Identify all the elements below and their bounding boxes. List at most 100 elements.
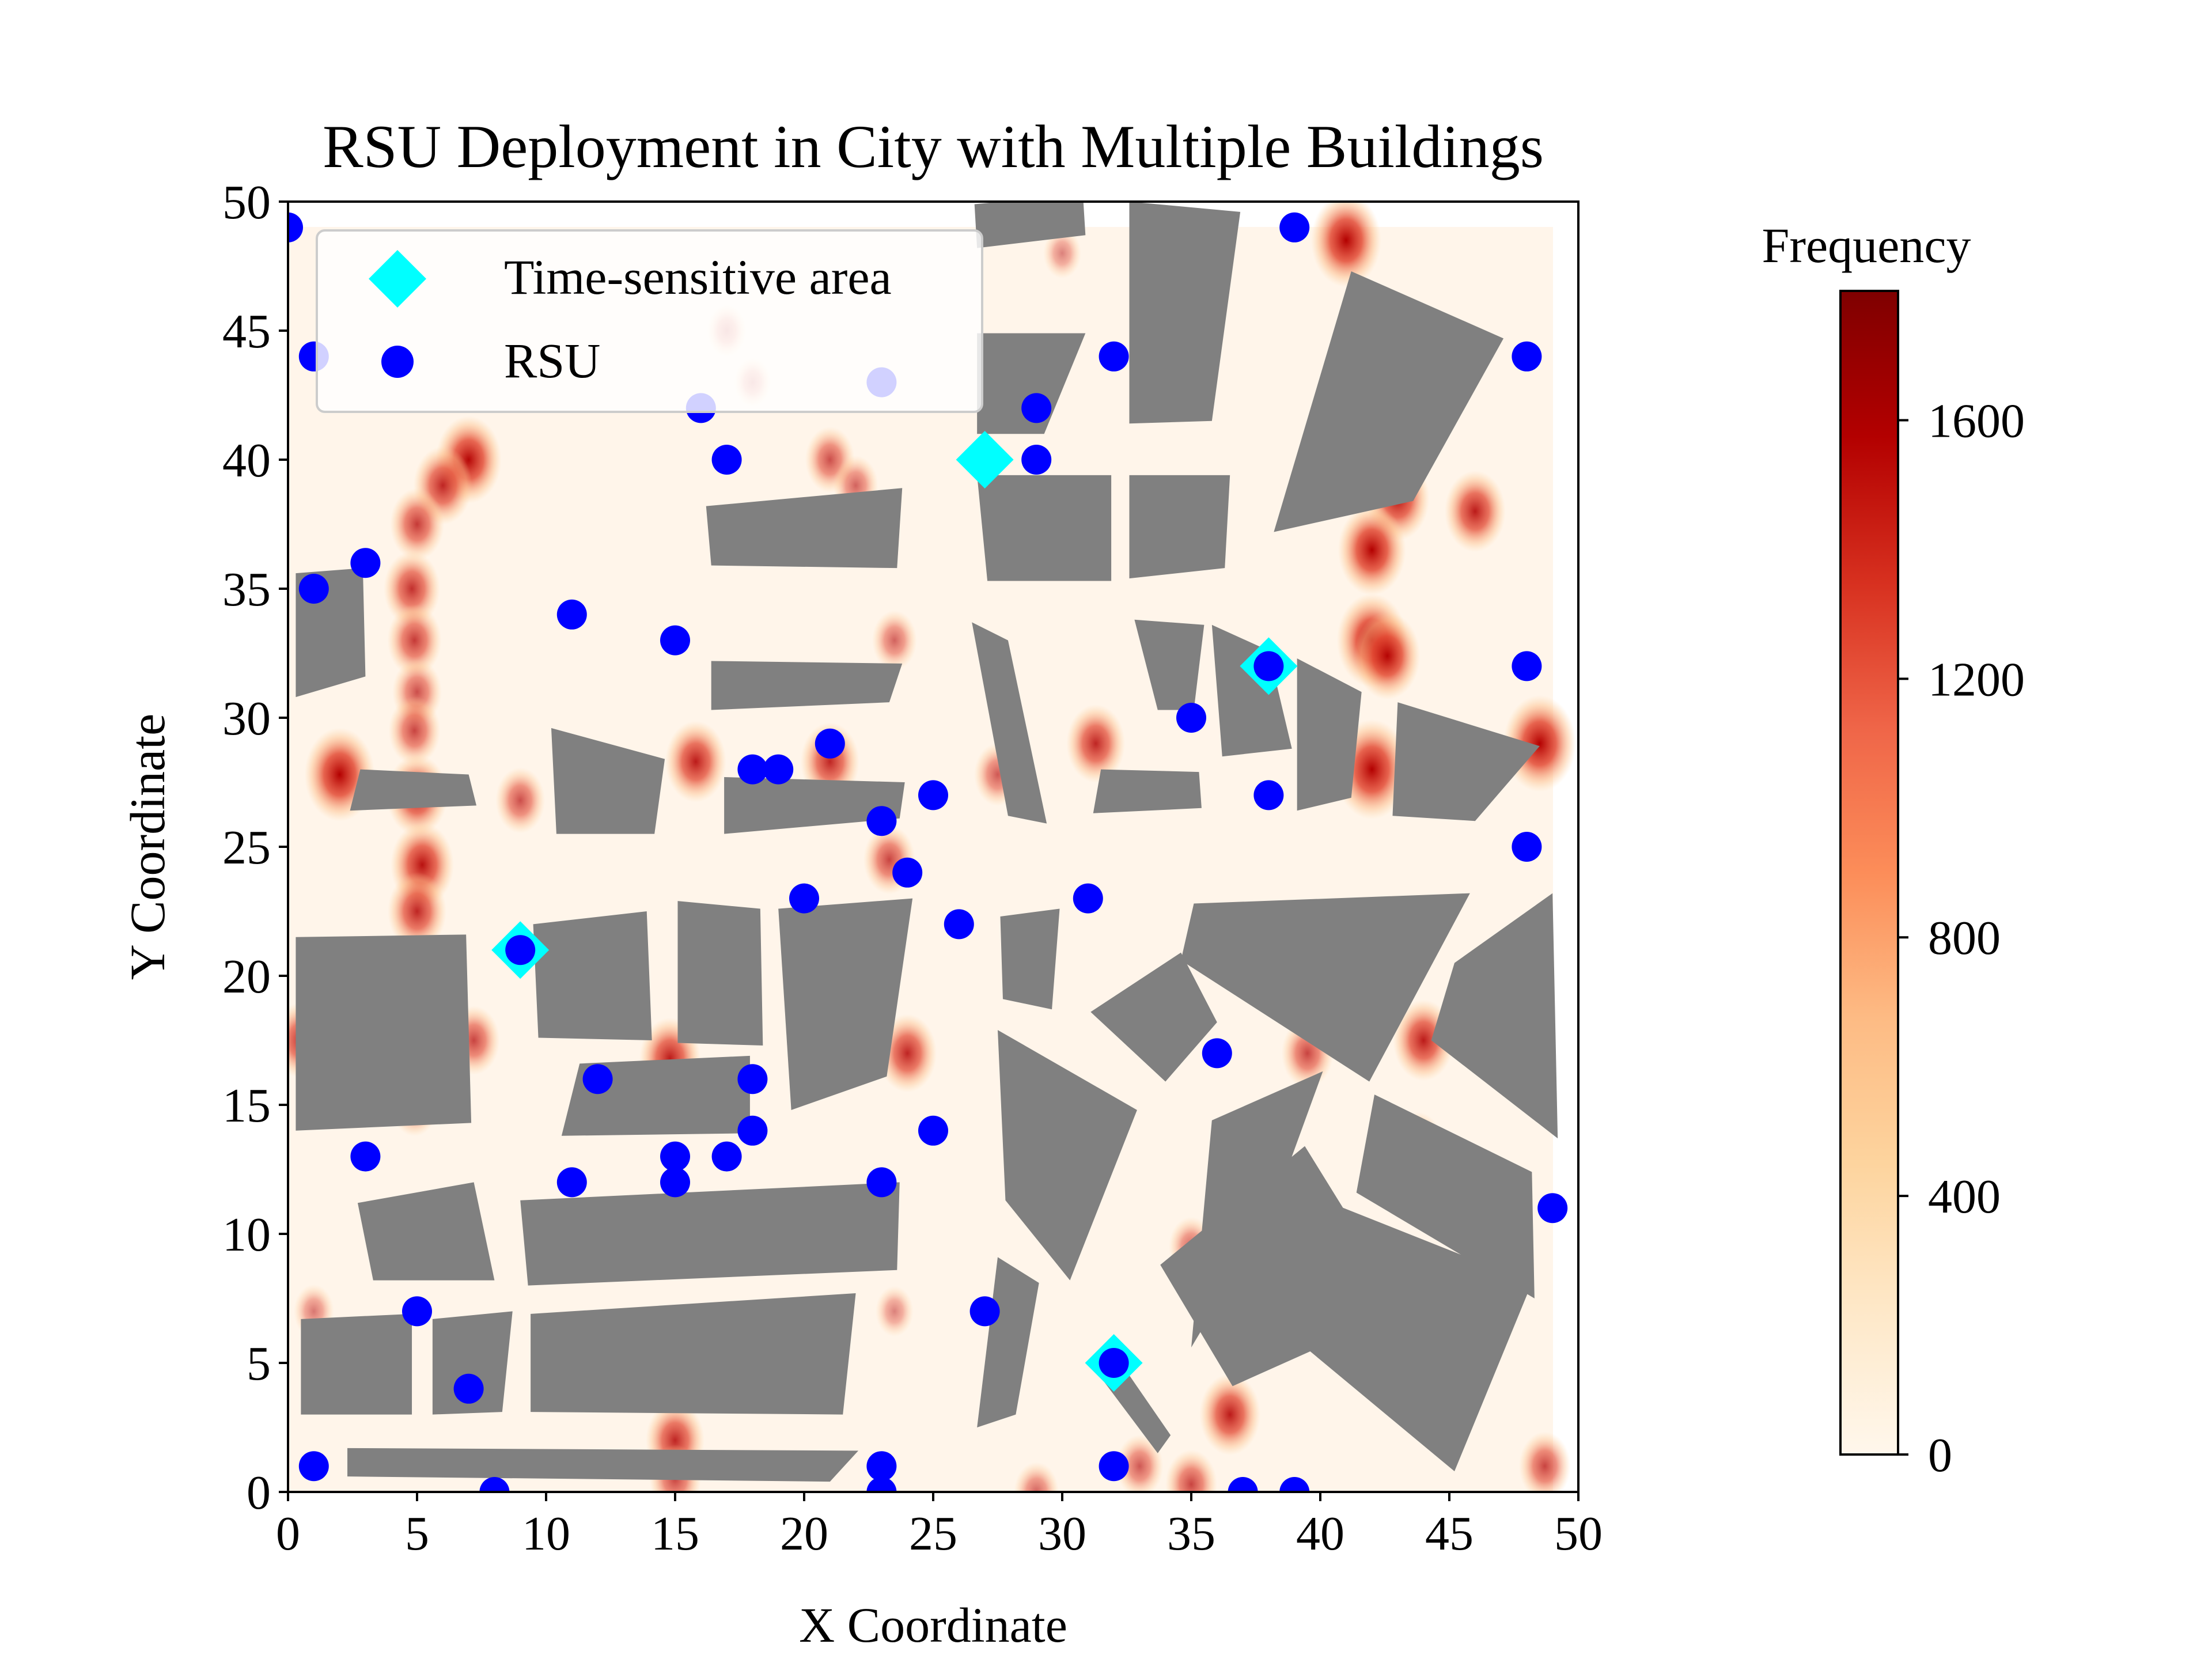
y-axis-ticks: 0 5 10 15 20 25 30 35 40 45 50 — [222, 176, 288, 1520]
building-1 — [977, 333, 1086, 434]
building-39 — [347, 1448, 859, 1482]
building-24 — [1181, 893, 1470, 1082]
rsu-point-24 — [892, 857, 923, 888]
x-tick-label-4: 20 — [780, 1507, 828, 1560]
heat-spot-16 — [872, 610, 917, 671]
building-6 — [1129, 475, 1230, 579]
building-layer — [296, 202, 1558, 1482]
building-21 — [778, 898, 913, 1110]
heat-spot-40 — [1199, 1373, 1261, 1456]
heat-spot-49 — [1014, 1462, 1059, 1492]
building-12 — [1297, 658, 1362, 811]
rsu-point-41 — [402, 1296, 432, 1327]
colorbar-gradient — [1839, 290, 1899, 1456]
heat-spot-41 — [1116, 1434, 1164, 1492]
building-9 — [972, 622, 1047, 824]
building-29 — [1356, 1094, 1535, 1298]
legend-circle-marker — [381, 346, 414, 378]
rsu-point-33 — [918, 1115, 948, 1146]
building-19 — [533, 911, 652, 1040]
building-37 — [531, 1293, 856, 1415]
rsu-point-10 — [350, 548, 381, 578]
rsu-point-29 — [1202, 1038, 1232, 1069]
heat-spot-24 — [1066, 704, 1126, 783]
rsu-point-51 — [1279, 1477, 1310, 1492]
rsu-point-21 — [1253, 780, 1284, 810]
rsu-point-12 — [556, 599, 587, 630]
x-axis-ticks: 0 5 10 15 20 25 30 35 40 45 50 — [276, 1492, 1603, 1560]
x-tick-label-6: 30 — [1038, 1507, 1086, 1560]
heat-spot-21 — [495, 767, 546, 834]
heat-spot-47 — [875, 1286, 914, 1337]
rsu-point-19 — [763, 754, 794, 785]
building-13 — [1392, 702, 1540, 821]
rsu-point-49 — [866, 1477, 897, 1492]
rsu-point-50 — [1228, 1477, 1258, 1492]
building-36 — [432, 1311, 513, 1415]
rsu-point-15 — [1512, 651, 1542, 681]
rsu-point-47 — [1099, 1451, 1129, 1482]
rsu-point-17 — [815, 728, 845, 759]
x-tick-label-5: 25 — [909, 1507, 957, 1560]
y-tick-label-5: 25 — [222, 821, 271, 874]
building-23 — [1090, 952, 1217, 1082]
rsu-point-28 — [505, 935, 536, 965]
building-8 — [711, 661, 903, 710]
y-tick-label-4: 20 — [222, 950, 271, 1003]
y-tick-label-10: 50 — [222, 176, 271, 229]
heat-spot-10 — [1444, 470, 1506, 552]
y-tick-label-7: 35 — [222, 563, 271, 616]
rsu-point-3 — [1099, 341, 1129, 372]
rsu-point-16 — [1176, 703, 1206, 733]
legend: Time-sensitive area RSU — [316, 229, 983, 413]
building-14 — [551, 728, 665, 834]
building-20 — [677, 901, 763, 1046]
x-tick-label-10: 50 — [1554, 1507, 1603, 1560]
chart-title: RSU Deployment in City with Multiple Bui… — [323, 113, 1544, 180]
heat-spot-23 — [1503, 695, 1576, 792]
y-tick-label-3: 15 — [222, 1079, 271, 1132]
heat-spot-25 — [665, 721, 726, 802]
rsu-point-7 — [1021, 393, 1052, 423]
rsu-point-42 — [969, 1296, 1000, 1327]
building-10 — [1134, 619, 1205, 710]
rsu-point-38 — [660, 1167, 690, 1198]
rsu-point-36 — [711, 1141, 742, 1172]
building-22 — [1000, 908, 1060, 1010]
building-3 — [1274, 271, 1504, 532]
building-34 — [1271, 1187, 1532, 1472]
rsu-point-39 — [866, 1167, 897, 1198]
legend-label-time-sensitive: Time-sensitive area — [504, 249, 892, 305]
point-layer — [288, 212, 1568, 1492]
building-4 — [706, 488, 903, 569]
y-tick-label-2: 10 — [222, 1208, 271, 1262]
x-tick-label-2: 10 — [522, 1507, 570, 1560]
rsu-point-8 — [711, 445, 742, 475]
heat-spot-6 — [390, 488, 444, 560]
heat-spot-12 — [384, 551, 441, 627]
legend-diamond-marker — [369, 250, 426, 308]
y-tick-label-6: 30 — [222, 692, 271, 745]
building-31 — [520, 1182, 900, 1286]
rsu-point-45 — [298, 1451, 329, 1482]
rsu-point-35 — [660, 1141, 690, 1172]
rsu-point-31 — [737, 1064, 768, 1094]
heat-spot-43 — [1518, 1431, 1571, 1492]
y-axis-label: Y Coordinate — [120, 714, 175, 980]
rsu-point-44 — [453, 1373, 484, 1404]
building-5 — [977, 475, 1112, 581]
legend-label-rsu: RSU — [504, 333, 600, 388]
y-tick-label-1: 5 — [247, 1337, 271, 1391]
legend-box — [316, 229, 983, 413]
rsu-point-34 — [350, 1141, 381, 1172]
building-30 — [357, 1182, 495, 1281]
heat-spot-1 — [1043, 228, 1081, 279]
heat-spot-15 — [1354, 612, 1421, 700]
building-25 — [1431, 893, 1558, 1139]
rsu-point-40 — [1537, 1193, 1568, 1224]
rsu-point-43 — [1099, 1348, 1129, 1378]
plot-area — [288, 202, 1578, 1492]
x-axis-label: X Coordinate — [799, 1597, 1067, 1653]
colorbar-tick-label-4: 1600 — [1928, 394, 2025, 448]
